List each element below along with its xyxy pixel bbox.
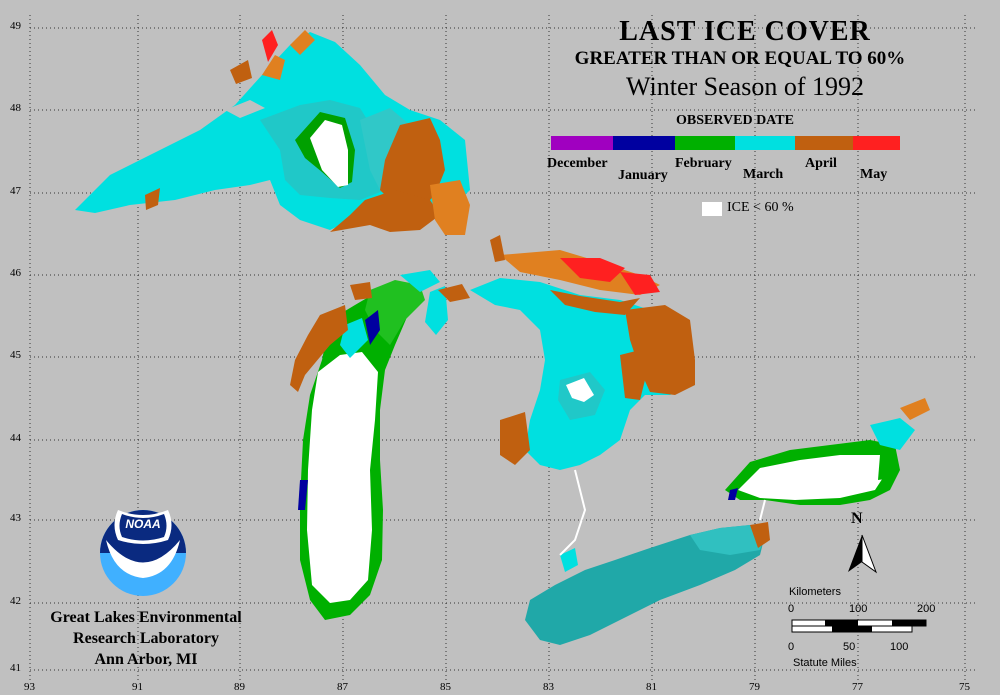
ice-legend-swatch <box>702 202 722 216</box>
noaa-logo-text: NOAA <box>125 517 161 531</box>
legend-heading: OBSERVED DATE <box>676 113 794 128</box>
north-label: N <box>851 510 863 527</box>
season-title: Winter Season of 1992 <box>626 72 864 101</box>
credit-line: Research Laboratory <box>73 630 219 647</box>
lat-label: 48 <box>10 102 21 114</box>
scale-km-tick: 200 <box>917 603 936 615</box>
lon-label: 83 <box>543 681 554 693</box>
map-subtitle: GREATER THAN OR EQUAL TO 60% <box>574 48 906 69</box>
lon-label: 87 <box>337 681 348 693</box>
lat-label: 46 <box>10 267 21 279</box>
lon-label: 75 <box>959 681 970 693</box>
lat-label: 41 <box>10 662 21 674</box>
lat-label: 43 <box>10 512 21 524</box>
credit-line: Great Lakes Environmental <box>50 609 242 626</box>
scale-mi-tick: 0 <box>788 641 795 653</box>
scale-km-tick: 0 <box>788 603 795 615</box>
legend-colorbar <box>551 136 900 150</box>
map-title: LAST ICE COVER <box>619 16 871 47</box>
legend-month-label: December <box>547 156 608 171</box>
lake-superior <box>75 30 470 235</box>
credit-line: Ann Arbor, MI <box>94 651 198 668</box>
lat-label: 44 <box>10 432 21 444</box>
noaa-logo-icon <box>100 510 186 596</box>
scale-bar <box>791 619 927 633</box>
lake-ontario <box>725 398 930 505</box>
lake-michigan <box>290 270 470 620</box>
north-arrow-icon <box>848 534 878 574</box>
lon-label: 91 <box>132 681 143 693</box>
lake-erie <box>525 522 770 645</box>
scale-km-tick: 100 <box>849 603 868 615</box>
lake-huron <box>470 235 695 470</box>
scale-mi-tick: 100 <box>890 641 909 653</box>
lat-label: 47 <box>10 185 21 197</box>
lat-label: 45 <box>10 349 21 361</box>
lon-label: 77 <box>852 681 863 693</box>
lon-label: 89 <box>234 681 245 693</box>
legend-month-label: February <box>675 156 732 171</box>
lat-label: 49 <box>10 20 21 32</box>
rivers <box>559 469 766 556</box>
lon-label: 85 <box>440 681 451 693</box>
scale-km-label: Kilometers <box>789 586 841 598</box>
scale-mi-label: Statute Miles <box>793 657 857 669</box>
lon-label: 81 <box>646 681 657 693</box>
legend-month-label: March <box>743 167 784 182</box>
legend-month-label: April <box>805 156 837 171</box>
legend-month-label: May <box>860 167 888 182</box>
lon-label: 79 <box>749 681 760 693</box>
scale-mi-tick: 50 <box>843 641 856 653</box>
lat-label: 42 <box>10 595 21 607</box>
legend-month-label: January <box>618 168 668 183</box>
lon-label: 93 <box>24 681 35 693</box>
ice-legend-label: ICE < 60 % <box>727 200 794 215</box>
